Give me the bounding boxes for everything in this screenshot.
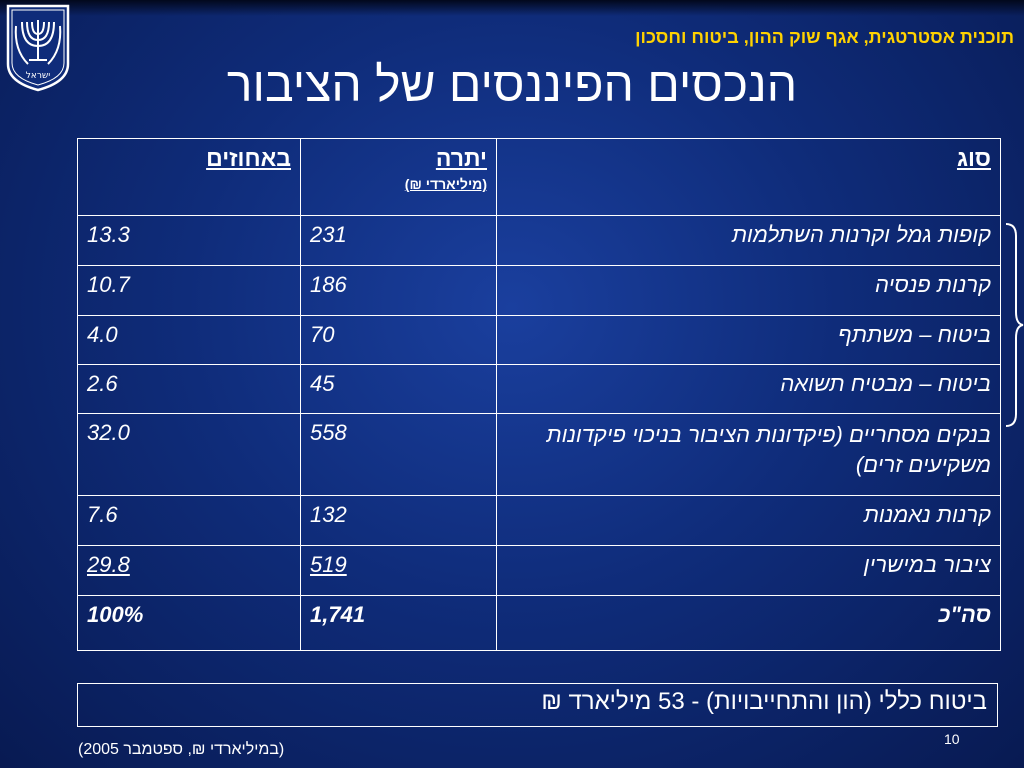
- table-row: קופות גמל וקרנות השתלמות 231 13.3: [77, 215, 1001, 266]
- row-balance: 231: [300, 215, 497, 266]
- row-percent: 13.3: [77, 215, 301, 266]
- page-number: 10: [944, 731, 960, 747]
- row-balance: 519: [300, 545, 497, 596]
- row-balance: 132: [300, 495, 497, 546]
- table-row: ביטוח – מבטיח תשואה 45 2.6: [77, 364, 1001, 414]
- row-percent: 4.0: [77, 315, 301, 365]
- table-total-row: סה"כ 1,741 100%: [77, 595, 1001, 651]
- row-balance: 186: [300, 265, 497, 316]
- row-percent: 32.0: [77, 413, 301, 496]
- header-percent: באחוזים: [77, 138, 301, 216]
- assets-table: סוג יתרה (מיליארדי ₪) באחוזים קופות גמל …: [77, 138, 1001, 651]
- menorah-emblem-icon: ישראל: [6, 4, 70, 92]
- table-row: ציבור במישרין 519 29.8: [77, 545, 1001, 596]
- header-type: סוג: [496, 138, 1001, 216]
- table-row: קרנות פנסיה 186 10.7: [77, 265, 1001, 316]
- right-curly-brace-icon: [1005, 223, 1024, 427]
- header-balance-unit: (מיליארדי ₪): [404, 176, 487, 192]
- total-balance: 1,741: [300, 595, 497, 651]
- row-type: קרנות פנסיה: [496, 265, 1001, 316]
- table-row: ביטוח – משתתף 70 4.0: [77, 315, 1001, 365]
- row-percent: 10.7: [77, 265, 301, 316]
- header-balance: יתרה (מיליארדי ₪): [300, 138, 497, 216]
- row-type: בנקים מסחריים (פיקדונות הציבור בניכוי פי…: [496, 413, 1001, 496]
- row-percent: 2.6: [77, 364, 301, 414]
- emblem-caption: ישראל: [26, 71, 51, 81]
- table-row: בנקים מסחריים (פיקדונות הציבור בניכוי פי…: [77, 413, 1001, 496]
- row-type: ציבור במישרין: [496, 545, 1001, 596]
- row-percent: 7.6: [77, 495, 301, 546]
- top-band: [0, 0, 1024, 16]
- table-header-row: סוג יתרה (מיליארדי ₪) באחוזים: [77, 138, 1001, 216]
- row-percent: 29.8: [77, 545, 301, 596]
- table-row: קרנות נאמנות 132 7.6: [77, 495, 1001, 546]
- slide-title: הנכסים הפיננסים של הציבור: [226, 59, 798, 112]
- general-insurance-note: ביטוח כללי (הון והתחייבויות) - 53 מיליאר…: [77, 683, 998, 727]
- units-date-note: (במיליארדי ₪, ספטמבר 2005): [78, 741, 285, 758]
- row-balance: 70: [300, 315, 497, 365]
- row-balance: 45: [300, 364, 497, 414]
- row-type: קופות גמל וקרנות השתלמות: [496, 215, 1001, 266]
- row-type: ביטוח – משתתף: [496, 315, 1001, 365]
- total-percent: 100%: [77, 595, 301, 651]
- row-type: ביטוח – מבטיח תשואה: [496, 364, 1001, 414]
- row-balance: 558: [300, 413, 497, 496]
- row-type: קרנות נאמנות: [496, 495, 1001, 546]
- total-label: סה"כ: [496, 595, 1001, 651]
- program-subtitle: תוכנית אסטרטגית, אגף שוק ההון, ביטוח וחס…: [635, 27, 1014, 47]
